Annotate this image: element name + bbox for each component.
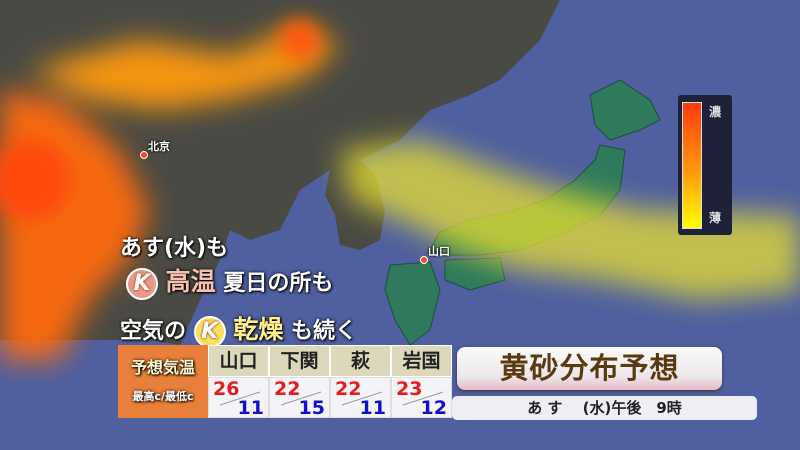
concentration-legend: 濃 薄: [678, 95, 732, 235]
panel-title: 黄砂分布予想: [457, 347, 722, 390]
city-header: 萩: [330, 345, 391, 377]
japan-hokkaido: [589, 79, 661, 141]
headline-line1: あす(水)も: [120, 236, 229, 261]
high-temp: 26: [213, 378, 240, 400]
legend-color-bar: [682, 102, 702, 229]
headline-line3: 空気の K 乾燥 も続く: [120, 310, 357, 348]
temp-cell: 22 11: [330, 377, 391, 419]
forecast-subtitle: 最高c/最低c: [132, 390, 194, 403]
city-header: 下関: [269, 345, 330, 377]
dust-plume-north: [30, 25, 340, 110]
low-temp: 11: [359, 397, 386, 419]
forecast-table: 山口 下関 萩 岩国 26 11 22 15 22 11 23 12: [208, 345, 452, 419]
city-label-yamaguchi: 山口: [428, 245, 450, 258]
temp-cell: 26 11: [208, 377, 269, 419]
forecast-label-box: 予想気温 最高c/最低c: [118, 345, 208, 418]
forecast-title: 予想気温: [130, 358, 195, 377]
city-header: 岩国: [391, 345, 452, 377]
keyword-high-temp: 高温: [165, 267, 216, 296]
headline-line2-rest: 夏日の所も: [223, 271, 334, 296]
low-temp: 15: [298, 397, 325, 419]
city-header: 山口: [208, 345, 269, 377]
low-temp: 11: [237, 397, 264, 419]
legend-high-label: 濃: [709, 105, 722, 119]
forecast-time: あ す (水)午後 9時: [452, 396, 757, 420]
low-temp: 12: [420, 397, 447, 419]
high-temp: 22: [274, 378, 301, 400]
legend-low-label: 薄: [709, 211, 722, 225]
beijing-marker: [140, 151, 148, 159]
headline-line3-rest: も続く: [291, 319, 358, 344]
headline-line3-prefix: 空気の: [120, 319, 187, 344]
japan-shikoku: [444, 257, 506, 291]
city-label-beijing: 北京: [148, 140, 170, 153]
yamaguchi-marker: [420, 256, 428, 264]
high-temp: 22: [335, 378, 362, 400]
headline-line2: K 高温 夏日の所も: [126, 262, 333, 300]
temp-cell: 22 15: [269, 377, 330, 419]
high-temp: 23: [396, 378, 423, 400]
keyword-dryness: 乾燥: [233, 315, 284, 344]
dust-band-yellow: [340, 140, 800, 300]
temp-cell: 23 12: [391, 377, 452, 419]
k-badge-pink: K: [126, 268, 158, 300]
k-badge-yellow: K: [193, 316, 226, 348]
japan-kyushu: [384, 261, 441, 346]
